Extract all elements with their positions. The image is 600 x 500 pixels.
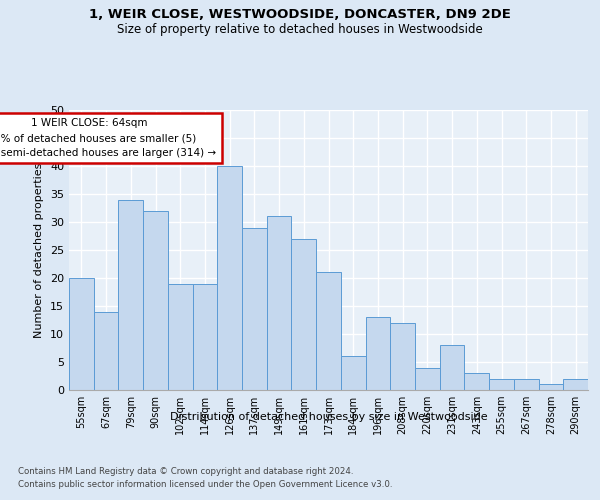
Bar — [143, 211, 168, 390]
Bar — [539, 384, 563, 390]
Y-axis label: Number of detached properties: Number of detached properties — [34, 162, 44, 338]
Bar — [464, 373, 489, 390]
Bar — [292, 239, 316, 390]
Bar — [94, 312, 118, 390]
Bar — [242, 228, 267, 390]
Bar — [365, 317, 390, 390]
Text: Contains HM Land Registry data © Crown copyright and database right 2024.: Contains HM Land Registry data © Crown c… — [18, 468, 353, 476]
Text: 1, WEIR CLOSE, WESTWOODSIDE, DONCASTER, DN9 2DE: 1, WEIR CLOSE, WESTWOODSIDE, DONCASTER, … — [89, 8, 511, 20]
Bar — [69, 278, 94, 390]
Bar — [168, 284, 193, 390]
Bar — [489, 379, 514, 390]
Bar — [341, 356, 365, 390]
Text: 1 WEIR CLOSE: 64sqm
← 2% of detached houses are smaller (5)
98% of semi-detached: 1 WEIR CLOSE: 64sqm ← 2% of detached hou… — [0, 118, 217, 158]
Bar — [514, 379, 539, 390]
Bar — [316, 272, 341, 390]
Text: Distribution of detached houses by size in Westwoodside: Distribution of detached houses by size … — [170, 412, 488, 422]
Bar — [390, 323, 415, 390]
Bar — [267, 216, 292, 390]
Text: Contains public sector information licensed under the Open Government Licence v3: Contains public sector information licen… — [18, 480, 392, 489]
Bar — [563, 379, 588, 390]
Text: Size of property relative to detached houses in Westwoodside: Size of property relative to detached ho… — [117, 22, 483, 36]
Bar — [193, 284, 217, 390]
Bar — [440, 345, 464, 390]
Bar — [217, 166, 242, 390]
Bar — [118, 200, 143, 390]
Bar — [415, 368, 440, 390]
